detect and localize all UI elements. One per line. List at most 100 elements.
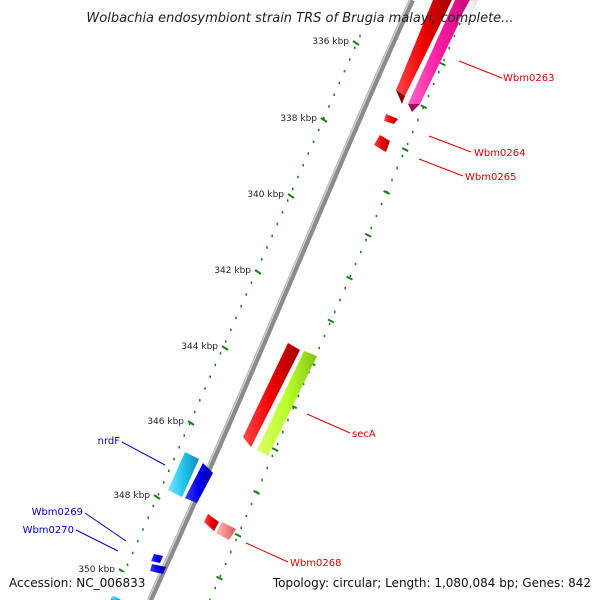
gene-labels: Wbm0263 Wbm0264 Wbm0265 secA Wbm0268 nrd…: [23, 73, 555, 569]
outer-ruler-major-tick: [287, 193, 295, 199]
outer-ruler-dot: [157, 493, 160, 496]
gene-wbm0263-partner[interactable]: [457, 0, 479, 25]
gene-wbm0268-neighbor[interactable]: [216, 522, 236, 540]
outer-ruler-dot: [230, 328, 232, 331]
label-wbm0269[interactable]: Wbm0269: [32, 507, 83, 518]
inner-ruler-dot: [458, 22, 461, 26]
outer-ruler-dot: [271, 234, 273, 237]
kbp-tick-label: 336 kbp: [312, 37, 349, 47]
outer-ruler-dot: [359, 34, 361, 38]
label-wbm0268[interactable]: Wbm0268: [290, 558, 341, 569]
outer-ruler-dot: [209, 375, 211, 378]
outer-ruler-dot: [276, 222, 279, 226]
inner-ruler-dot: [266, 466, 268, 470]
outer-ruler-dot: [240, 305, 242, 308]
outer-ruler-dot: [188, 422, 191, 425]
inner-ruler-dot: [230, 550, 232, 554]
outer-ruler-dot: [173, 457, 175, 461]
inner-ruler-tick: [271, 447, 279, 452]
label-wbm0264[interactable]: Wbm0264: [474, 148, 525, 159]
outer-ruler-dot: [199, 399, 201, 402]
inner-ruler-dot: [417, 118, 419, 122]
inner-ruler-dot: [344, 286, 346, 290]
inner-ruler-dot: [318, 346, 320, 350]
outer-ruler-major-tick: [153, 494, 161, 500]
inner-ruler-tick: [364, 232, 372, 238]
outer-ruler-dot: [343, 70, 346, 73]
kbp-tick-label: 344 kbp: [181, 342, 218, 352]
kbp-tick-label: 350 kbp: [78, 565, 115, 575]
inner-ruler-tick: [327, 318, 335, 324]
outer-ruler-major-tick: [320, 117, 328, 123]
inner-ruler-tick: [253, 490, 261, 495]
outer-ruler-dot: [224, 340, 227, 343]
inner-ruler-dot: [354, 262, 357, 266]
inner-ruler-dot: [271, 454, 274, 458]
inner-ruler-dot: [443, 58, 445, 62]
label-nrdf[interactable]: nrdF: [98, 436, 121, 447]
gene-wbm0263[interactable]: [396, 0, 452, 104]
gene-edge[interactable]: [110, 596, 121, 600]
gene-wbm0270[interactable]: [150, 564, 166, 574]
inner-ruler-dot: [370, 226, 372, 230]
outer-ruler-dot: [168, 469, 170, 472]
inner-ruler-dot: [339, 298, 341, 302]
outer-ruler-dot: [250, 281, 253, 284]
genome-backbone-highlight: [147, 0, 411, 600]
outer-ruler-dot: [281, 211, 284, 214]
outer-ruler-dot: [193, 410, 196, 414]
outer-ruler-dot: [354, 46, 356, 49]
outer-ruler-dot: [317, 128, 320, 132]
outer-ruler-dot: [204, 387, 206, 390]
footer-left-backdrop: [4, 572, 146, 594]
outer-ruler-dot: [219, 352, 222, 355]
inner-ruler-tick: [420, 104, 428, 110]
inner-ruler-dot: [323, 334, 326, 338]
inner-ruler-dot: [328, 322, 331, 326]
label-leaders: [75, 60, 503, 563]
outer-ruler-dot: [245, 293, 248, 296]
accession-text: Accession: NC_006833: [9, 576, 145, 590]
outer-ruler-dot: [142, 528, 144, 531]
gene-wbm0264[interactable]: [384, 114, 398, 124]
outer-ruler-dot: [183, 434, 186, 437]
inner-ruler-dot: [224, 562, 227, 566]
inner-ruler-dot: [209, 598, 211, 600]
inner-ruler-dot: [282, 430, 284, 434]
inner-ruler-dot: [334, 310, 336, 314]
gene-seca[interactable]: [243, 343, 300, 447]
inner-ruler-dot: [302, 382, 305, 386]
label-wbm0263[interactable]: Wbm0263: [503, 73, 554, 84]
label-wbm0265[interactable]: Wbm0265: [465, 172, 516, 183]
inner-ruler-dot: [214, 586, 216, 590]
gene-seca-neighbor[interactable]: [257, 351, 317, 456]
gene-nrdf[interactable]: [168, 452, 199, 497]
inner-ruler-tick: [234, 532, 242, 538]
inner-ruler-dot: [438, 70, 440, 74]
inner-ruler-tick: [401, 147, 409, 152]
inner-ruler-dot: [235, 538, 237, 542]
label-wbm0270[interactable]: Wbm0270: [23, 525, 74, 536]
inner-ruler-dot: [448, 46, 450, 50]
label-seca[interactable]: secA: [352, 429, 376, 440]
gene-wbm0263-neighbor[interactable]: [408, 0, 470, 112]
outer-ruler-dot: [302, 164, 304, 167]
gene-nrdf-neighbor[interactable]: [185, 463, 213, 503]
kbp-tick-label: 340 kbp: [247, 190, 284, 200]
kbp-tick-label: 342 kbp: [214, 266, 251, 276]
inner-ruler-dot: [365, 238, 367, 242]
outer-ruler-dot: [323, 117, 325, 120]
outer-ruler-dot: [312, 140, 315, 143]
inner-ruler-dot: [261, 478, 263, 482]
inner-ruler-dot: [432, 82, 435, 86]
map-title: Wolbachia endosymbiont strain TRS of Bru…: [86, 11, 513, 26]
genome-stats-text: Topology: circular; Length: 1,080,084 bp…: [272, 576, 591, 590]
outer-ruler-dot: [214, 363, 217, 367]
gene-wbm0269[interactable]: [151, 554, 163, 563]
gene-wbm0268[interactable]: [204, 514, 219, 531]
outer-ruler-dot: [286, 199, 289, 202]
outer-ruler-major-tick: [187, 420, 195, 426]
gene-wbm0265[interactable]: [374, 135, 390, 152]
inner-ruler-dot: [380, 202, 383, 206]
